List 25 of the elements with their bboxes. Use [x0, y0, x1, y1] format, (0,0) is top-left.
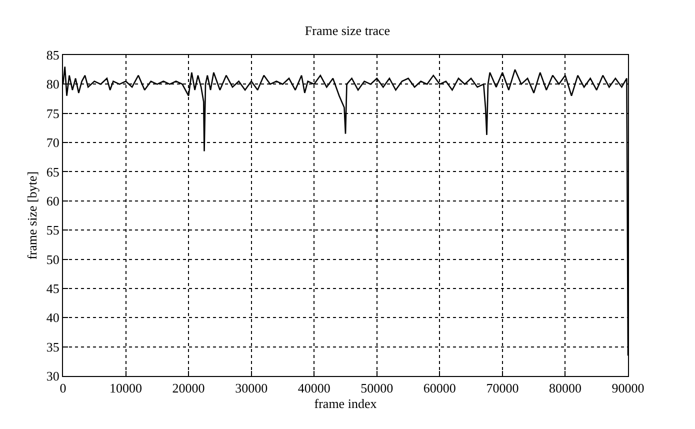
y-tick-label: 65	[46, 164, 60, 180]
y-tick-label: 75	[46, 106, 60, 121]
x-tick-label: 50000	[360, 380, 394, 396]
y-tick-label: 60	[46, 193, 60, 208]
x-tick-label: 10000	[110, 380, 142, 396]
x-tick-label: 90000	[612, 380, 644, 396]
y-tick-label: 50	[46, 252, 60, 267]
y-tick-label: 80	[46, 76, 60, 92]
x-tick-label: 0	[60, 380, 66, 396]
x-tick-label: 30000	[235, 380, 268, 396]
y-tick-label: 45	[46, 281, 60, 296]
chart-title: Frame size trace	[304, 22, 390, 38]
x-tick-label: 40000	[298, 380, 330, 396]
x-tick-label: 80000	[548, 380, 582, 396]
y-tick-label: 55	[46, 222, 60, 238]
x-tick-label: 70000	[486, 380, 519, 396]
x-tick-label: 60000	[423, 380, 456, 396]
y-tick-label: 30	[46, 368, 60, 384]
x-axis-title: frame index	[314, 396, 378, 412]
y-tick-label: 35	[46, 339, 60, 354]
y-tick-label: 70	[46, 135, 60, 150]
y-axis-title: frame size [byte]	[24, 171, 40, 260]
y-tick-label: 85	[46, 48, 60, 63]
x-tick-label: 20000	[172, 380, 205, 396]
y-tick-label: 40	[46, 310, 60, 326]
